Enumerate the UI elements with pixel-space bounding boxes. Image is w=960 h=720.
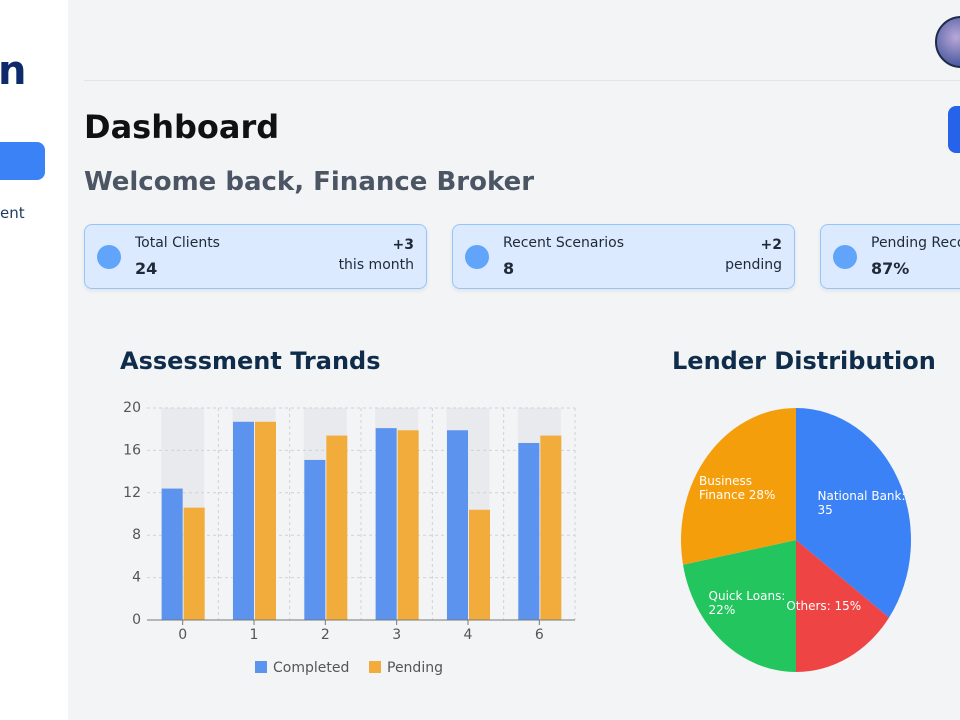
pie-slice [796,540,890,672]
bar [161,488,183,620]
stat-value: 87% [871,259,910,278]
pie-label: Business Finance 28% [699,473,776,502]
divider [84,80,960,81]
x-tick-label: 2 [321,627,330,643]
y-tick-label: 8 [132,527,141,543]
bar [183,507,205,620]
bar [304,459,326,620]
y-tick-label: 20 [123,400,141,416]
stat-change: +3 [392,237,414,253]
pie-slice [796,408,911,618]
stat-icon [97,245,121,269]
chart-title: Lender Distribution [672,347,936,375]
bar [447,430,468,620]
chart-title: Assessment Trands [120,347,381,375]
pie-label: Quick Loans: 22% [708,589,786,618]
stat-value: 8 [503,259,515,278]
logo: n [0,48,27,94]
bar [255,421,276,620]
pie-label: Others: 15% [786,598,862,613]
stat-card: Total Clients 24 +3 this month [84,224,427,289]
stat-label: Total Clients [135,235,220,251]
nav-item[interactable]: ent [0,204,25,222]
bar [233,421,254,620]
stat-icon [833,245,857,269]
x-tick-label: 3 [392,627,401,643]
stat-card: Recent Scenarios 8 +2 pending [452,224,795,289]
nav-active[interactable] [0,142,45,180]
action-button[interactable] [948,106,960,153]
stat-value: 24 [135,259,158,278]
x-tick-label: 1 [250,627,259,643]
stat-card: Pending Reco 87% [820,224,960,289]
x-tick-label: 4 [464,627,473,643]
pie-slice [683,540,796,672]
stat-note: this month [338,257,414,273]
x-tick-label: 0 [178,627,187,643]
bar [326,435,348,620]
bar [469,509,490,620]
stat-label: Pending Reco [871,235,960,251]
stat-icon [465,245,489,269]
y-tick-label: 0 [132,612,141,628]
page-title: Dashboard [84,108,280,146]
page-subtitle: Welcome back, Finance Broker [84,167,535,197]
bar [397,430,419,620]
x-tick-label: 6 [535,627,544,643]
bar [540,435,562,620]
stat-label: Recent Scenarios [503,235,624,251]
stat-note: pending [725,257,782,273]
legend-swatch [255,661,267,673]
bar [375,428,397,620]
stat-change: +2 [760,237,782,253]
y-tick-label: 12 [123,485,141,501]
legend-label: Pending [387,660,443,676]
legend-swatch [369,661,381,673]
y-tick-label: 4 [132,570,141,586]
legend-label: Completed [273,660,349,676]
y-tick-label: 16 [123,442,141,458]
pie-label: National Bank: 35 [817,488,906,517]
pie-slice [681,408,796,565]
sidebar: n ent [0,0,68,720]
bar [518,442,540,620]
